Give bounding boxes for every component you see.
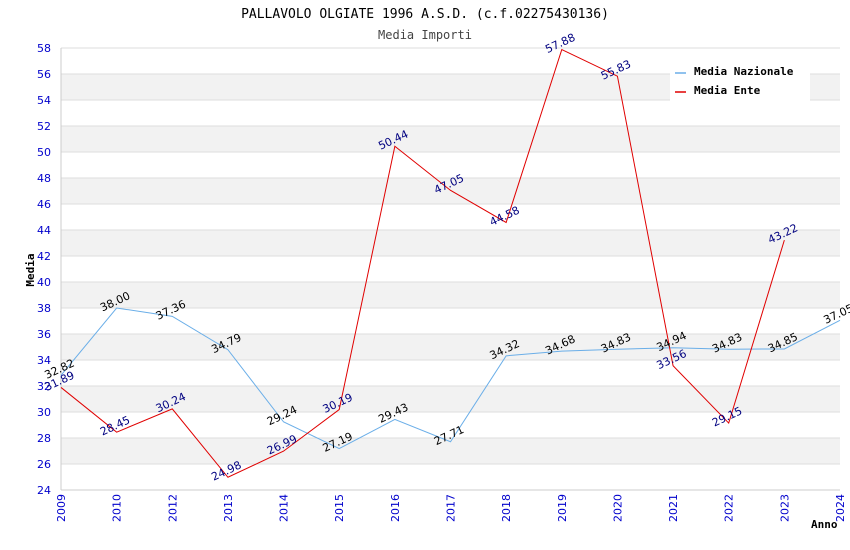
y-tick-label: 40 (37, 276, 51, 289)
y-tick-label: 50 (37, 146, 51, 159)
y-tick-label: 52 (37, 120, 51, 133)
y-tick-label: 26 (37, 458, 51, 471)
legend-box (670, 60, 810, 102)
x-tick-label: 2023 (778, 494, 791, 522)
plot-band (61, 204, 840, 230)
x-tick-label: 2014 (278, 494, 291, 522)
plot-band (61, 334, 840, 360)
series-line-ente (60, 48, 785, 478)
y-tick-label: 28 (37, 432, 51, 445)
x-tick-label: 2021 (667, 494, 680, 522)
x-tick-label: 2016 (389, 494, 402, 522)
legend: Media Nazionale Media Ente (670, 60, 810, 102)
y-tick-label: 34 (37, 354, 51, 367)
plot-band (61, 308, 840, 334)
x-axis-label: Anno (811, 518, 838, 531)
y-tick-label: 48 (37, 172, 51, 185)
plot-band (61, 412, 840, 438)
series-line-nazionale (60, 307, 841, 450)
gridlines (61, 47, 840, 491)
plot-band (61, 438, 840, 464)
x-tick-label: 2009 (55, 494, 68, 522)
plot-band (61, 152, 840, 178)
plot-band (61, 100, 840, 126)
x-tick-labels: 2009 2010 2012 2013 2014 2015 2016 2017 2018 2019… (55, 494, 847, 522)
x-tick-label: 2017 (445, 494, 458, 522)
plot-band (61, 360, 840, 386)
plot-band (61, 256, 840, 282)
chart-subtitle: Media Importi (378, 28, 472, 42)
y-tick-label: 56 (37, 68, 51, 81)
y-tick-label: 42 (37, 250, 51, 263)
x-tick-label: 2020 (611, 494, 624, 522)
plot-band (61, 282, 840, 308)
series-lines (60, 48, 841, 478)
plot-band (61, 126, 840, 152)
y-axis-label: Media (24, 253, 37, 286)
x-tick-label: 2019 (556, 494, 569, 522)
chart-title: PALLAVOLO OLGIATE 1996 A.S.D. (c.f.02275… (241, 7, 609, 22)
y-tick-label: 32 (37, 380, 51, 393)
plot-band (61, 178, 840, 204)
legend-label-nazionale: Media Nazionale (694, 65, 794, 78)
plot-band (61, 464, 840, 490)
x-tick-label: 2024 (834, 494, 847, 522)
x-tick-label: 2012 (166, 494, 179, 522)
x-tick-label: 2018 (500, 494, 513, 522)
y-tick-label: 58 (37, 42, 51, 55)
y-tick-label: 44 (37, 224, 51, 237)
y-tick-label: 38 (37, 302, 51, 315)
plot-band (61, 230, 840, 256)
legend-label-ente: Media Ente (694, 84, 761, 97)
x-tick-label: 2015 (333, 494, 346, 522)
y-tick-label: 30 (37, 406, 51, 419)
y-tick-label: 24 (37, 484, 51, 497)
y-tick-labels: 24 26 28 30 32 34 36 38 40 42 44 46 48 50 52 54 56 58 (37, 42, 51, 497)
y-tick-label: 46 (37, 198, 51, 211)
plot-background-bands (61, 48, 840, 490)
plot-band (61, 386, 840, 412)
x-tick-label: 2022 (723, 494, 736, 522)
x-tick-label: 2010 (111, 494, 124, 522)
y-tick-label: 54 (37, 94, 51, 107)
y-tick-label: 36 (37, 328, 51, 341)
x-tick-label: 2013 (222, 494, 235, 522)
